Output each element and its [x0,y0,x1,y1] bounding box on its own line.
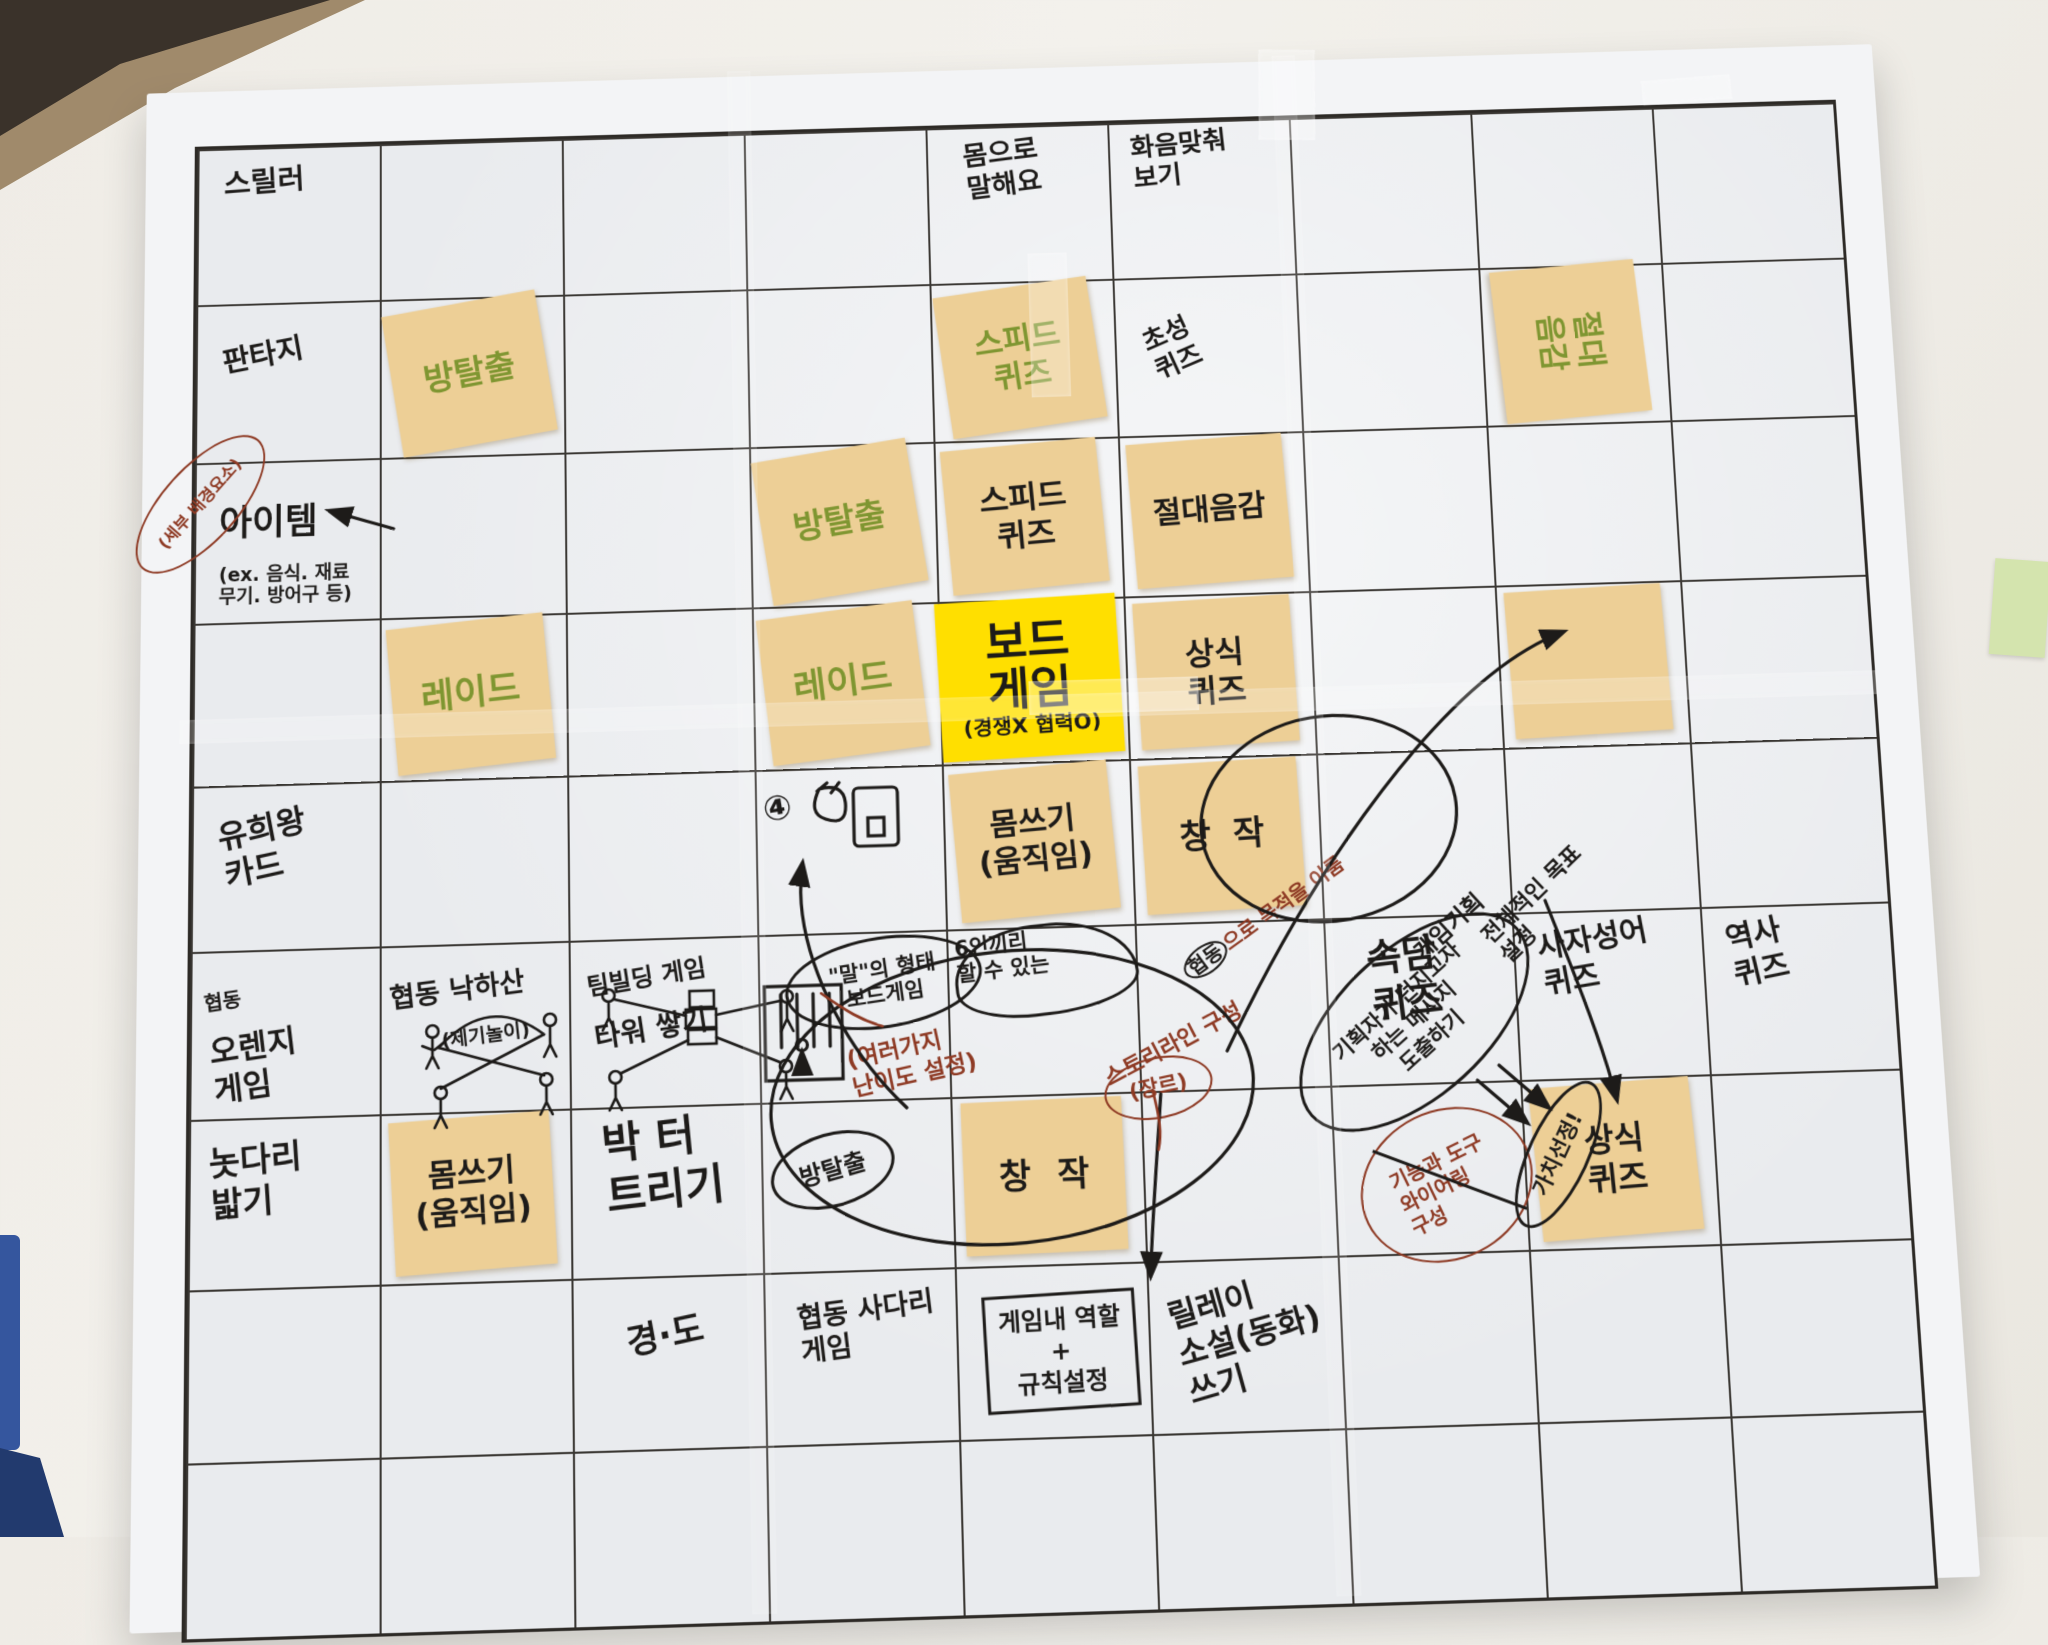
cell-coop-parachute: 협동 낙하산 (제기놀이) [386,947,533,1079]
coop-prefix: 협동 [202,986,243,1017]
tape-piece-top [1258,49,1316,141]
cell-harmony-quiz: 화음맞춰 보기 [1128,125,1229,195]
cell-notdari: 놋다리 밟기 [207,1135,304,1226]
sticky-perfect-pitch-green: 절대 음감 [1488,258,1653,425]
coop-orange-label: 오렌지 게임 [207,1022,299,1111]
sticky-board-game-center: 보드 게임 (경쟁X 협력O) [933,592,1126,763]
cell-teambuilding-tower: 팀빌딩 게임 타워 쌓기 [582,934,719,1075]
sticky-speed-quiz-mid: 스피드 퀴즈 [939,436,1110,596]
tape-piece-upper [1027,252,1072,398]
sticky-speed-quiz-top: 스피드 퀴즈 [932,275,1108,440]
cell-body-talk: 몸으로 말해요 [960,132,1044,205]
parachute-note: (제기놀이) [440,1018,531,1053]
tape-piece-center [1028,676,1200,716]
paper-sheet: 스릴러 몸으로 말해요 화음맞춰 보기 판타지 방탈출 스피드 퀴즈 초성 퀴즈… [130,44,1981,1633]
blue-book-corner [0,1448,64,1537]
sticky-body-movement-bottom: 몸쓰기 (움직임) [388,1110,558,1277]
cell-thriller: 스릴러 [223,162,306,202]
item-examples: (ex. 음식. 재료 무기. 방어구 등) [218,560,352,609]
sticky-body-movement-mid: 몸쓰기 (움직임) [948,759,1121,924]
sticky-escape-room-mid: 방탈출 [750,437,929,607]
sticky-creation-bottom: 창작 [960,1095,1129,1257]
role-rule-box: 게임내 역할 + 규칙설정 [981,1287,1142,1416]
tape-piece-topright [1640,74,1733,106]
parachute-title: 협동 낙하산 [388,965,527,1016]
blue-book-edge [0,1235,20,1450]
teambuilding-title: 팀빌딩 게임 [584,953,708,1002]
sticky-raid-left: 레이드 [385,612,557,777]
coin-doodle: ④ [760,786,796,831]
cell-bak-teotrigi: 박 터 트리기 [599,1109,728,1223]
cell-coop-orange-game: 협동 오렌지 게임 [200,960,305,1131]
green-sticky-note-edge [1988,558,2048,658]
sticky-raid-mid: 레이드 [755,599,931,767]
sticky-escape-room-topleft: 방탈출 [381,289,558,458]
tower-label: 타워 쌓기 [592,1002,711,1056]
sticky-perfect-pitch-mid: 절대음감 [1125,432,1295,590]
sticky-blank [1503,583,1674,740]
sticky-common-quiz-mid: 상식 퀴즈 [1132,593,1300,751]
